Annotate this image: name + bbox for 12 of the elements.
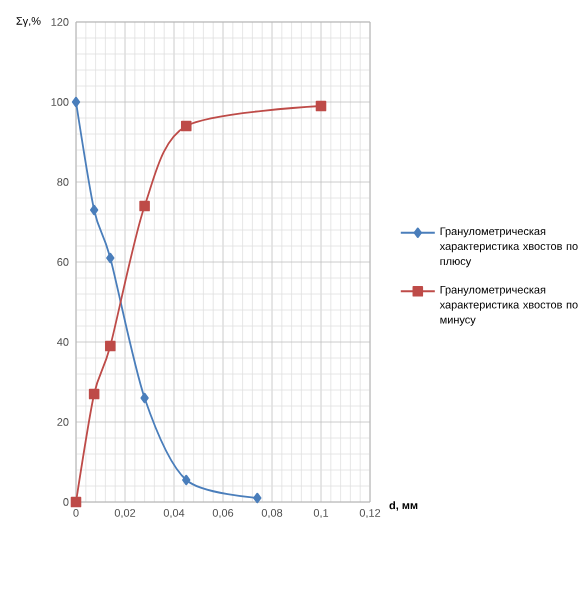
point	[140, 392, 149, 404]
point	[180, 120, 192, 132]
point	[315, 100, 327, 112]
point	[106, 252, 115, 264]
point	[88, 388, 100, 400]
point	[70, 496, 82, 508]
point	[139, 200, 150, 212]
point	[71, 96, 81, 108]
point	[89, 204, 99, 216]
point	[105, 340, 116, 352]
point	[253, 492, 262, 504]
point	[182, 474, 191, 486]
